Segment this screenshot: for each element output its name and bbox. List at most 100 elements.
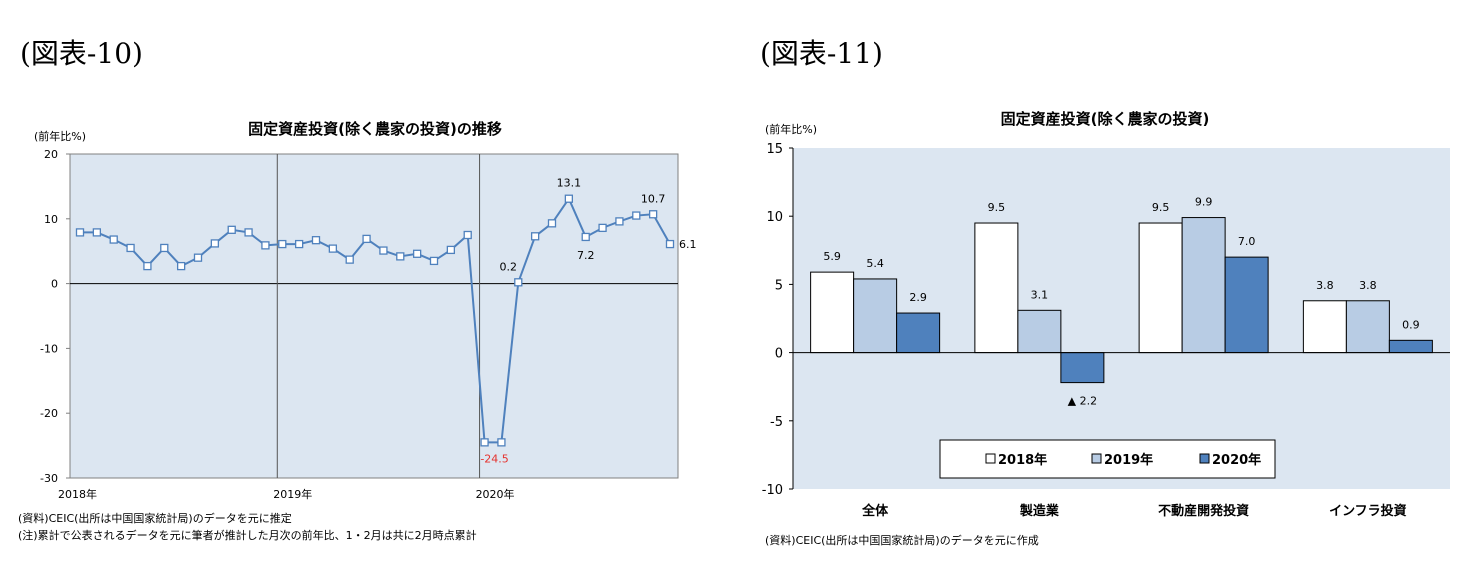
data-point [92,228,102,237]
bar [1017,309,1062,354]
bar [1388,339,1433,354]
data-point [126,243,135,253]
data-point [514,278,523,287]
legend-label: 2018年 [998,452,1047,468]
y-axis-label: (前年比%) [34,129,86,143]
data-point [665,239,675,249]
data-label: 5.9 [823,250,841,263]
data-label: 3.8 [1316,279,1334,292]
data-point [261,241,270,250]
data-point [547,219,557,228]
bar [1224,256,1269,354]
data-label: -24.5 [480,452,508,465]
bar [1181,217,1226,354]
bar [1345,300,1390,354]
legend-label: 2020年 [1212,452,1261,468]
data-point [497,438,506,447]
data-point [463,230,472,240]
data-label: 9.9 [1195,196,1213,209]
y-tick-label: -20 [40,407,58,420]
bar [1302,300,1347,354]
bar [1060,352,1105,384]
legend-swatch [1199,453,1210,464]
data-point [530,232,540,241]
y-tick-label: 0 [51,278,58,291]
legend: 2018年 2019年 2020年 [939,439,1276,479]
data-label: 13.1 [557,177,582,190]
data-label: 10.7 [641,192,666,205]
data-point [311,236,321,245]
y-tick-label: 0 [775,347,783,362]
data-label: 2.9 [909,291,927,304]
right-source-note: (資料)CEIC(出所は中国国家統計局)のデータを元に作成 [765,534,1039,547]
data-point [176,261,186,271]
chart-title: 固定資産投資(除く農家の投資)の推移 [248,120,502,138]
data-label: 3.1 [1031,288,1049,301]
bar [810,271,855,354]
data-point [648,210,658,219]
legend-swatch [985,453,996,464]
legend-box [939,439,1276,479]
data-label: 5.4 [866,257,884,270]
y-tick-label: -5 [770,415,783,430]
x-tick-label: 2018年 [58,487,97,501]
data-point [362,234,371,244]
bar [896,312,941,354]
data-point [193,253,203,262]
category-label: 全体 [861,503,889,519]
left-source-note: (資料)CEIC(出所は中国国家統計局)のデータを元に推定 [18,512,292,525]
x-tick-label: 2019年 [273,487,312,501]
data-point [160,243,169,253]
figure-label-11: (図表-11) [760,37,883,70]
data-point [75,228,85,237]
data-point [632,211,641,220]
data-label: 6.1 [679,238,697,251]
data-point [328,244,338,253]
data-point [412,249,422,258]
data-label: 9.5 [988,201,1006,214]
y-tick-label: -30 [40,472,58,485]
data-point [396,252,405,261]
bar [853,278,898,354]
y-axis-label: (前年比%) [765,122,817,136]
data-label: ▲ 2.2 [1068,395,1097,408]
y-tick-label: -10 [40,342,58,355]
data-label: 9.5 [1152,201,1170,214]
y-tick-label: 15 [766,142,783,157]
category-label: 不動産開発投資 [1158,503,1249,519]
y-tick-label: 20 [44,148,58,161]
data-label: 0.9 [1402,318,1420,331]
y-tick-label: 10 [44,213,58,226]
data-label: 0.2 [500,260,518,273]
chart-title: 固定資産投資(除く農家の投資) [1001,110,1210,128]
data-point [278,239,287,249]
data-label: 3.8 [1359,279,1377,292]
data-point [564,194,574,203]
category-label: インフラ投資 [1329,503,1407,519]
data-point [345,255,354,264]
data-point [581,232,590,242]
data-label: 7.2 [577,249,595,262]
data-point [294,239,304,249]
data-point [480,438,489,447]
category-label: 製造業 [1019,503,1060,519]
legend-swatch [1091,453,1102,464]
data-point [210,239,220,248]
data-point [446,245,456,255]
data-point [379,246,388,255]
y-tick-label: 10 [766,210,783,225]
data-point [143,261,152,271]
data-point [244,228,253,237]
legend-label: 2019年 [1104,452,1153,468]
data-label: 7.0 [1238,235,1256,248]
data-point [615,217,624,226]
data-point [598,223,607,233]
x-tick-label: 2020年 [476,487,515,501]
plot-area [69,153,679,479]
data-point [227,225,236,234]
figure-label-10: (図表-10) [20,37,143,70]
y-tick-label: 5 [775,278,783,293]
bar [1138,222,1183,354]
